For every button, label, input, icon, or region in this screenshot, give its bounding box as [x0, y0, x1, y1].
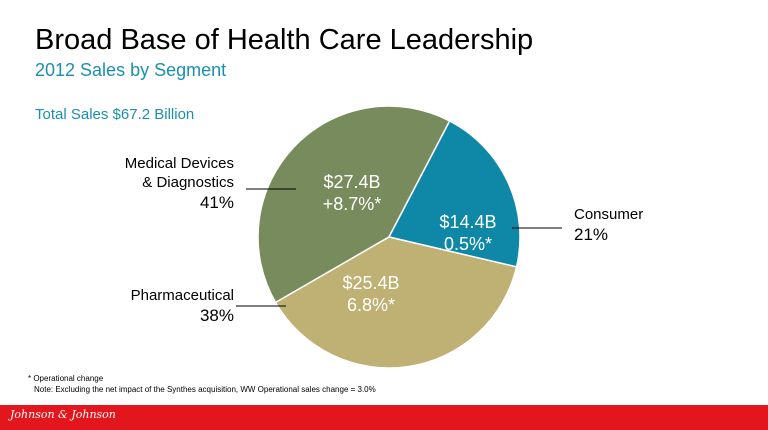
segment-name-pharmaceutical-0: Pharmaceutical — [131, 287, 234, 304]
segment-name-medical-devices-1: & Diagnostics — [142, 174, 234, 191]
slice-sales-consumer: $14.4B — [439, 212, 496, 232]
segment-name-medical-devices-0: Medical Devices — [125, 155, 234, 172]
segment-name-consumer-0: Consumer — [574, 206, 643, 223]
pie-slice-consumer — [387, 119, 521, 268]
company-logo: Johnson & Johnson — [10, 408, 116, 421]
total-sales-label: Total Sales $67.2 Billion — [35, 106, 195, 123]
segment-percent-medical-devices: 41% — [200, 193, 234, 212]
pie-slice-pharmaceutical — [274, 236, 518, 369]
operational-change-footnote: * Operational change — [28, 374, 104, 383]
sales-pie-chart: $27.4B+8.7%* Medical Devices & Diagnostics… — [125, 105, 643, 369]
pie-slice-medical-devices — [257, 105, 451, 304]
footer-bar: Johnson & Johnson — [0, 405, 768, 430]
slice-change-medical-devices: +8.7%* — [323, 194, 382, 214]
slice-change-consumer: 0.5%* — [444, 234, 492, 254]
page-title: Broad Base of Health Care Leadership — [35, 24, 534, 56]
page-subtitle: 2012 Sales by Segment — [35, 60, 227, 80]
slice-sales-pharmaceutical: $25.4B — [342, 273, 399, 293]
segment-percent-consumer: 21% — [574, 225, 608, 244]
slice-sales-medical-devices: $27.4B — [323, 172, 380, 192]
slice-change-pharmaceutical: 6.8%* — [347, 295, 395, 315]
segment-percent-pharmaceutical: 38% — [200, 306, 234, 325]
synthes-note: Note: Excluding the net impact of the Sy… — [34, 385, 376, 394]
